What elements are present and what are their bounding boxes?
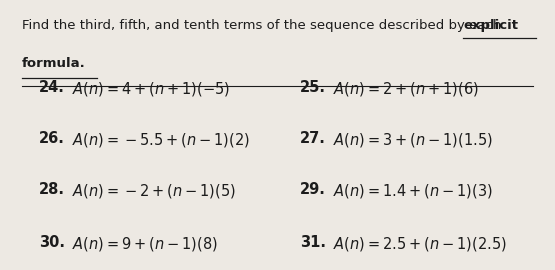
Text: 29.: 29.	[300, 182, 326, 197]
Text: $A(n) = 3 + (n - 1)(1.5)$: $A(n) = 3 + (n - 1)(1.5)$	[333, 131, 493, 149]
Text: $A(n) = -5.5 + (n - 1)(2)$: $A(n) = -5.5 + (n - 1)(2)$	[72, 131, 250, 149]
Text: $A(n) = 9 + (n - 1)(8)$: $A(n) = 9 + (n - 1)(8)$	[72, 235, 218, 253]
Text: Find the third, fifth, and tenth terms of the sequence described by each: Find the third, fifth, and tenth terms o…	[22, 19, 506, 32]
Text: $A(n) = 2 + (n + 1)(6)$: $A(n) = 2 + (n + 1)(6)$	[333, 80, 479, 98]
Text: 31.: 31.	[300, 235, 326, 250]
Text: $A(n) = 2.5 + (n - 1)(2.5)$: $A(n) = 2.5 + (n - 1)(2.5)$	[333, 235, 507, 253]
Text: $A(n) = -2 + (n - 1)(5)$: $A(n) = -2 + (n - 1)(5)$	[72, 182, 236, 200]
Text: 26.: 26.	[39, 131, 65, 146]
Text: 24.: 24.	[39, 80, 65, 95]
Text: 28.: 28.	[39, 182, 65, 197]
Text: $A(n) = 4 + (n + 1)(-5)$: $A(n) = 4 + (n + 1)(-5)$	[72, 80, 230, 98]
Text: formula.: formula.	[22, 57, 86, 70]
Text: 25.: 25.	[300, 80, 326, 95]
Text: 27.: 27.	[300, 131, 326, 146]
Text: explicit: explicit	[463, 19, 518, 32]
Text: $A(n) = 1.4 + (n - 1)(3)$: $A(n) = 1.4 + (n - 1)(3)$	[333, 182, 493, 200]
Text: 30.: 30.	[39, 235, 65, 250]
